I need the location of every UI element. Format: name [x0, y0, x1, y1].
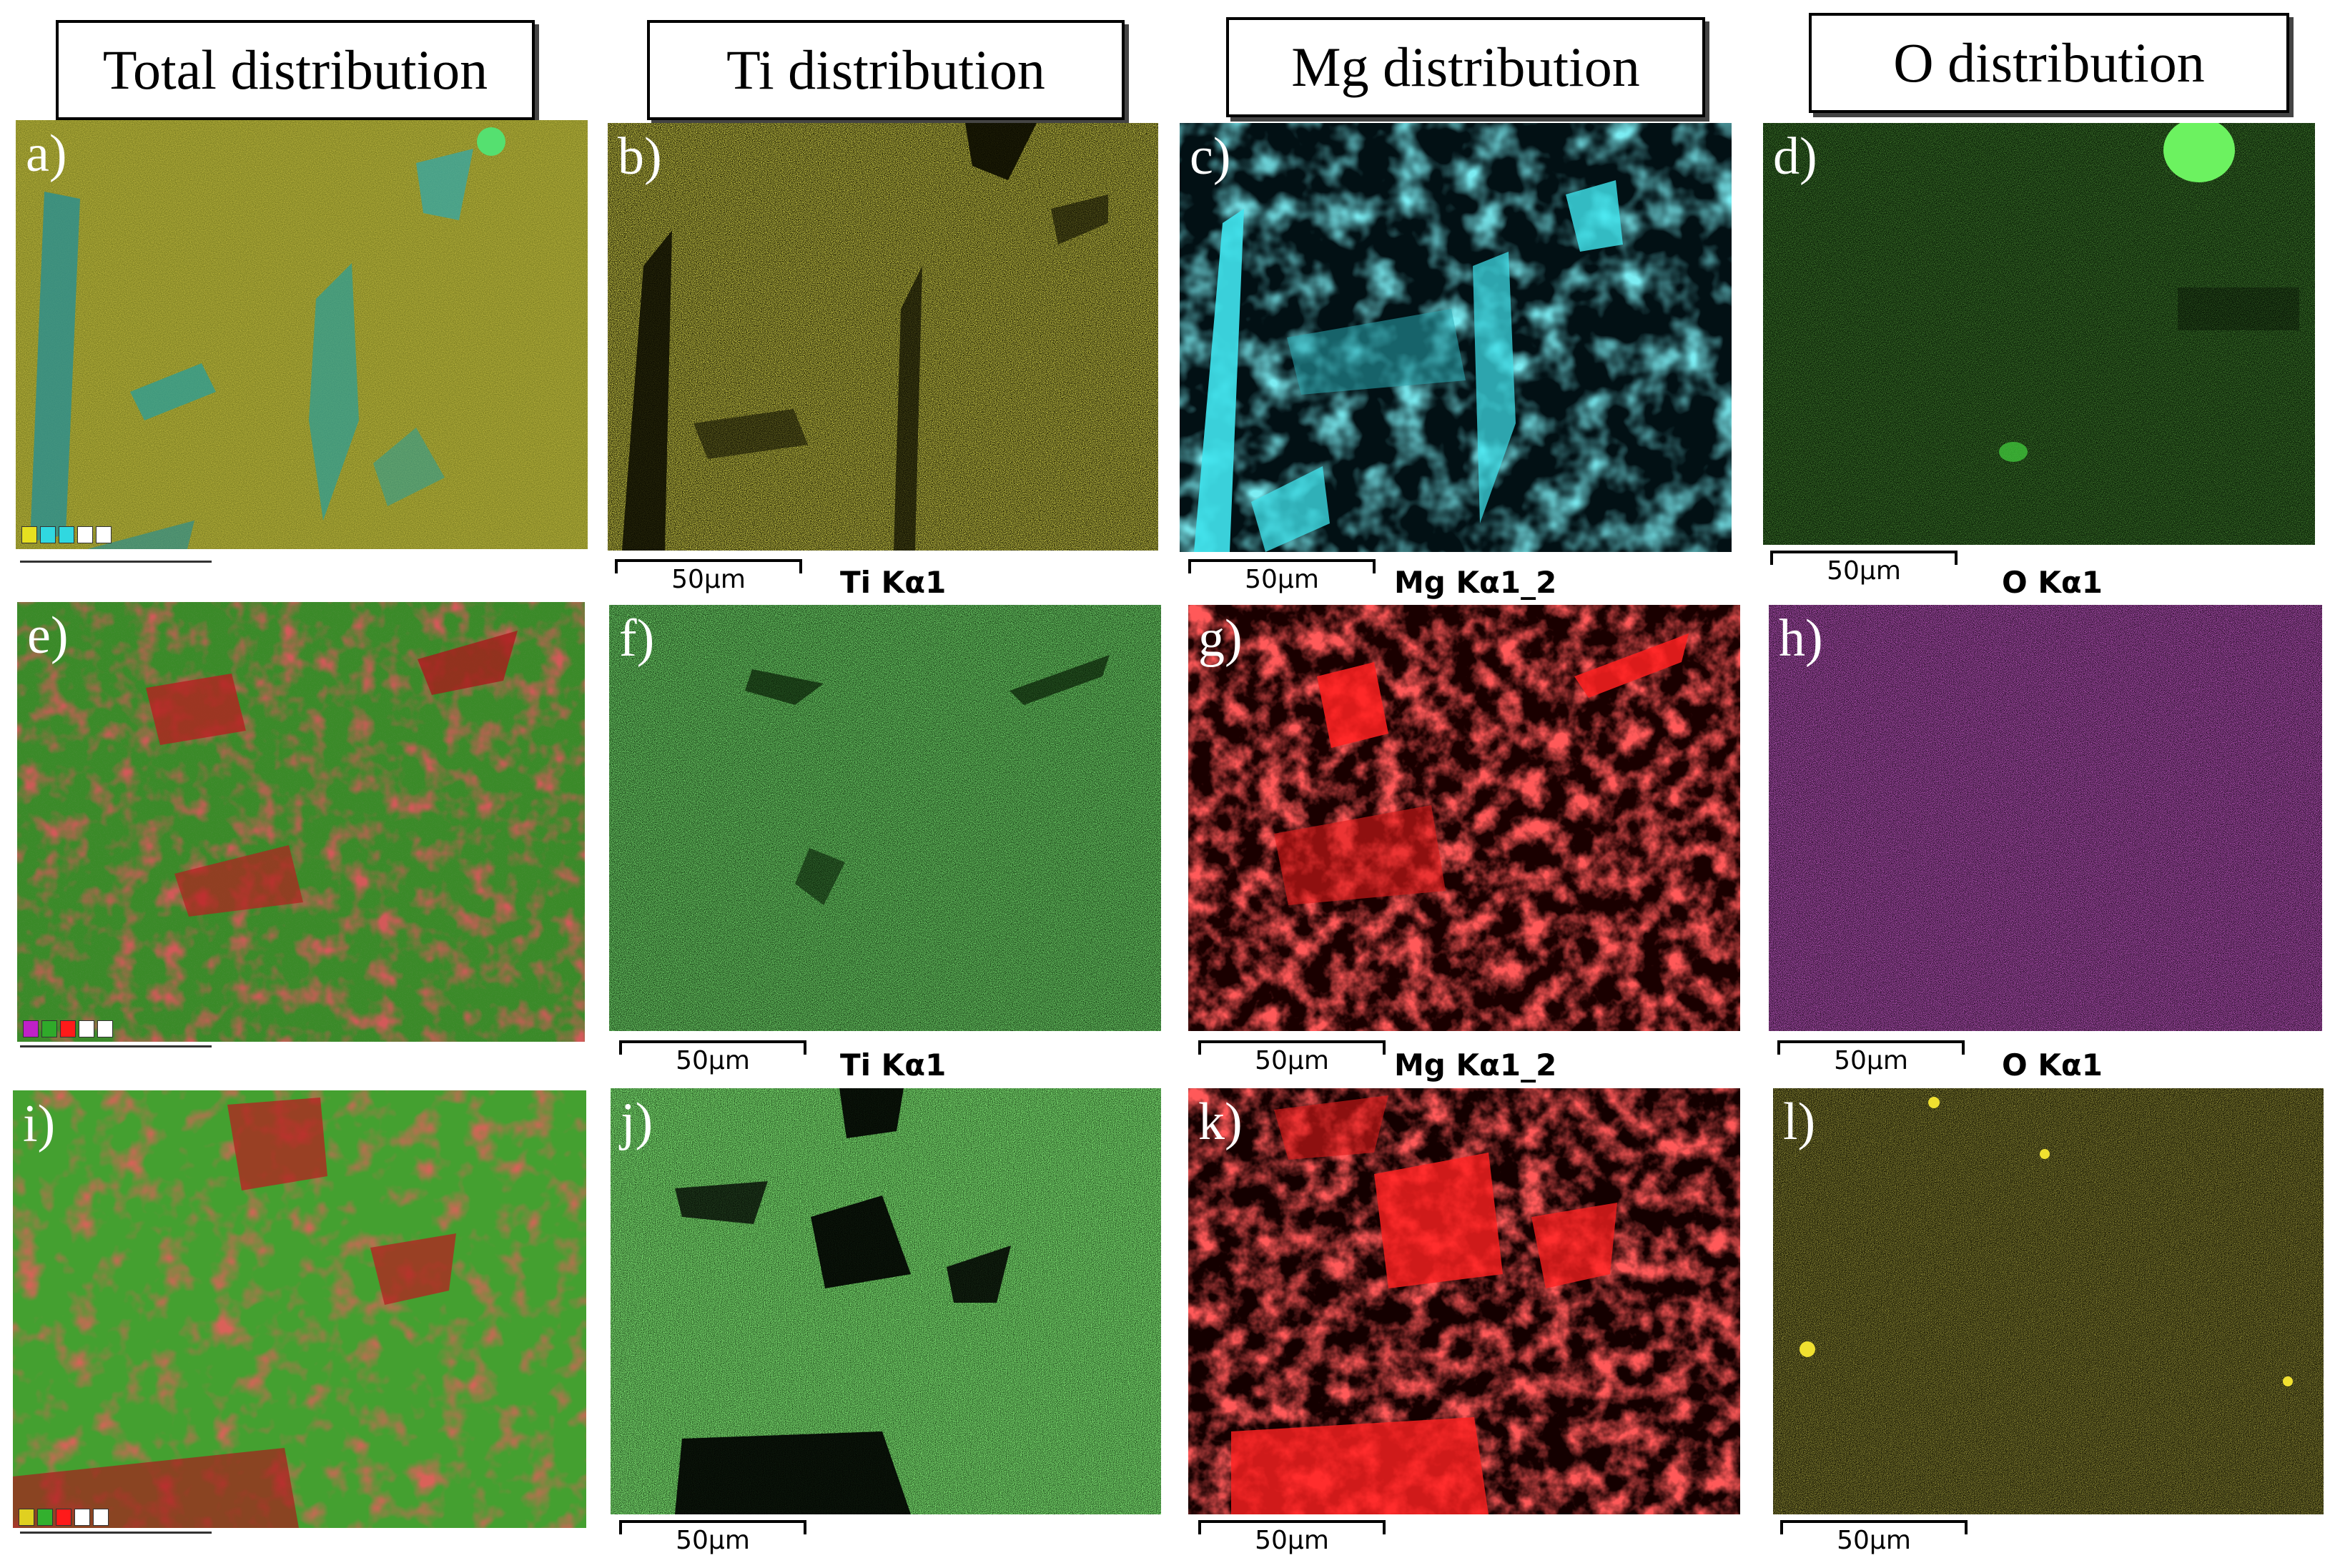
panel-label-k: k) [1198, 1093, 1243, 1151]
panel-h-o-map: h) [1769, 605, 2322, 1031]
panel-i-total-map: i) [13, 1090, 586, 1528]
scale-bar-g: 50μm [1198, 1040, 1386, 1083]
panel-label-j: j) [621, 1093, 653, 1151]
panel-j-ti-map: j) [611, 1088, 1161, 1514]
header-total-distribution: Total distribution [56, 20, 535, 120]
panel-e-total-map: e) [17, 602, 585, 1042]
scale-bar-k: 50μm [1198, 1520, 1386, 1563]
scale-bar-f: 50μm [619, 1040, 806, 1083]
scale-bar-d: 50μm [1770, 551, 1958, 593]
panel-c-mg-map: c) [1180, 123, 1732, 552]
element-label-ti-row2: Ti Kα1 [840, 1047, 947, 1083]
header-ti-distribution: Ti distribution [647, 20, 1125, 120]
panel-label-f: f) [619, 609, 655, 668]
scale-bar-b: 50μm [615, 559, 802, 602]
panel-d-o-map: d) [1763, 123, 2315, 545]
element-label-mg-row1: Mg Kα1_2 [1394, 565, 1557, 600]
legend-swatches [21, 526, 112, 543]
panel-label-d: d) [1773, 127, 1817, 186]
panel-f-ti-map: f) [609, 605, 1161, 1031]
scale-bar-h: 50μm [1777, 1040, 1965, 1083]
panel-label-c: c) [1190, 127, 1231, 186]
panel-label-i: i) [23, 1095, 56, 1153]
panel-label-g: g) [1198, 609, 1243, 668]
panel-label-b: b) [618, 127, 662, 186]
element-label-mg-row2: Mg Kα1_2 [1394, 1047, 1557, 1083]
legend-swatches [23, 1020, 113, 1037]
mini-scale-bar [20, 561, 212, 563]
legend-swatches [19, 1509, 109, 1526]
scale-bar-l: 50μm [1780, 1520, 1968, 1563]
scale-bar-c: 50μm [1188, 559, 1376, 602]
element-label-ti-row1: Ti Kα1 [840, 565, 947, 600]
panel-b-ti-map: b) [608, 123, 1158, 551]
mini-scale-bar [20, 1045, 212, 1047]
scale-bar-j: 50μm [619, 1520, 806, 1563]
panel-k-mg-map: k) [1188, 1088, 1740, 1514]
element-label-o-row1: O Kα1 [2002, 565, 2103, 600]
panel-g-mg-map: g) [1188, 605, 1740, 1031]
header-mg-distribution: Mg distribution [1226, 17, 1705, 117]
panel-label-e: e) [27, 606, 69, 665]
panel-label-a: a) [26, 124, 67, 183]
panel-label-l: l) [1783, 1093, 1816, 1151]
header-o-distribution: O distribution [1809, 13, 2289, 113]
element-label-o-row2: O Kα1 [2002, 1047, 2103, 1083]
panel-a-total-map: a) [16, 120, 588, 549]
mini-scale-bar [20, 1532, 212, 1534]
panel-l-o-map: l) [1773, 1088, 2324, 1514]
panel-label-h: h) [1779, 609, 1823, 668]
